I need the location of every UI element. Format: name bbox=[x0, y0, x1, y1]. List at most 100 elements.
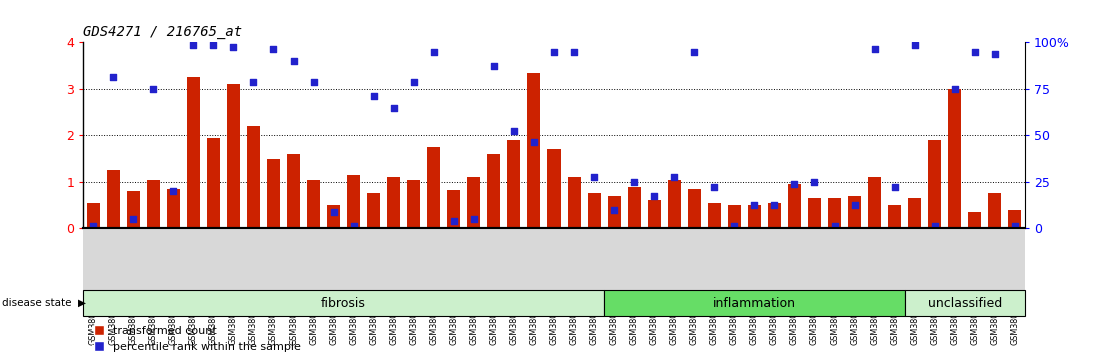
FancyBboxPatch shape bbox=[83, 290, 604, 316]
Point bbox=[806, 179, 823, 185]
Point bbox=[225, 44, 243, 50]
Point bbox=[465, 216, 483, 222]
Bar bbox=[748, 205, 761, 228]
Point bbox=[746, 202, 763, 208]
Bar bbox=[988, 194, 1002, 228]
Point bbox=[285, 58, 302, 64]
Point bbox=[865, 47, 883, 52]
Point bbox=[505, 128, 523, 133]
Point bbox=[384, 105, 402, 110]
Point bbox=[625, 179, 643, 185]
Bar bbox=[708, 203, 721, 228]
Point bbox=[325, 209, 342, 215]
Bar bbox=[247, 126, 260, 228]
Bar bbox=[408, 179, 420, 228]
Bar bbox=[648, 200, 660, 228]
Point bbox=[104, 74, 122, 80]
Point bbox=[245, 79, 263, 85]
Point bbox=[946, 86, 964, 92]
Bar bbox=[587, 194, 601, 228]
Bar bbox=[207, 138, 219, 228]
Bar bbox=[889, 205, 901, 228]
Point bbox=[786, 181, 803, 187]
Point bbox=[926, 223, 944, 229]
Bar bbox=[287, 154, 300, 228]
Point bbox=[545, 49, 563, 55]
Point bbox=[445, 218, 463, 224]
Bar bbox=[627, 187, 640, 228]
Bar bbox=[828, 198, 841, 228]
Point bbox=[265, 47, 283, 52]
Bar bbox=[146, 179, 160, 228]
Bar bbox=[607, 196, 620, 228]
Bar bbox=[848, 196, 861, 228]
Bar bbox=[187, 77, 199, 228]
Point bbox=[345, 223, 362, 229]
Point bbox=[906, 42, 924, 48]
Text: GDS4271 / 216765_at: GDS4271 / 216765_at bbox=[83, 25, 243, 39]
Point bbox=[645, 193, 663, 199]
Point bbox=[986, 51, 1004, 57]
Bar bbox=[968, 212, 982, 228]
Bar bbox=[788, 184, 801, 228]
Bar bbox=[448, 190, 460, 228]
Bar bbox=[507, 140, 521, 228]
Bar bbox=[267, 159, 280, 228]
Bar bbox=[367, 194, 380, 228]
Text: disease state  ▶: disease state ▶ bbox=[2, 298, 86, 308]
Point bbox=[766, 202, 783, 208]
Bar bbox=[86, 203, 100, 228]
Point bbox=[666, 175, 684, 180]
Point bbox=[726, 223, 743, 229]
Point bbox=[365, 93, 382, 99]
Bar bbox=[227, 84, 240, 228]
Bar bbox=[567, 177, 581, 228]
Point bbox=[84, 223, 102, 229]
Bar bbox=[929, 140, 941, 228]
Bar bbox=[728, 205, 741, 228]
Point bbox=[885, 184, 903, 189]
Bar bbox=[167, 189, 179, 228]
Point bbox=[966, 49, 984, 55]
Point bbox=[686, 49, 704, 55]
Point bbox=[565, 49, 583, 55]
Bar bbox=[126, 191, 140, 228]
Bar bbox=[948, 89, 962, 228]
Bar bbox=[547, 149, 561, 228]
Bar bbox=[106, 170, 120, 228]
Point bbox=[424, 49, 442, 55]
Bar bbox=[327, 205, 340, 228]
Bar bbox=[347, 175, 360, 228]
Point bbox=[124, 216, 142, 222]
Bar bbox=[909, 198, 921, 228]
Point bbox=[706, 184, 724, 189]
Point bbox=[1006, 223, 1024, 229]
Bar bbox=[768, 203, 781, 228]
FancyBboxPatch shape bbox=[604, 290, 904, 316]
Text: inflammation: inflammation bbox=[712, 297, 796, 309]
FancyBboxPatch shape bbox=[904, 290, 1025, 316]
Bar bbox=[688, 189, 700, 228]
Point bbox=[585, 175, 603, 180]
Point bbox=[525, 139, 543, 145]
Bar bbox=[868, 177, 881, 228]
Point bbox=[305, 79, 322, 85]
Bar bbox=[387, 177, 400, 228]
Text: fibrosis: fibrosis bbox=[321, 297, 366, 309]
Bar bbox=[428, 147, 440, 228]
Bar bbox=[808, 198, 821, 228]
Point bbox=[184, 42, 202, 48]
Bar bbox=[527, 73, 541, 228]
Bar bbox=[668, 179, 680, 228]
Bar bbox=[1008, 210, 1022, 228]
Point bbox=[144, 86, 162, 92]
Point bbox=[845, 202, 863, 208]
Point bbox=[205, 42, 223, 48]
Bar bbox=[307, 179, 320, 228]
Point bbox=[825, 223, 843, 229]
Point bbox=[404, 79, 422, 85]
Point bbox=[485, 63, 503, 69]
Bar bbox=[468, 177, 481, 228]
Bar bbox=[488, 154, 501, 228]
Point bbox=[164, 188, 182, 194]
